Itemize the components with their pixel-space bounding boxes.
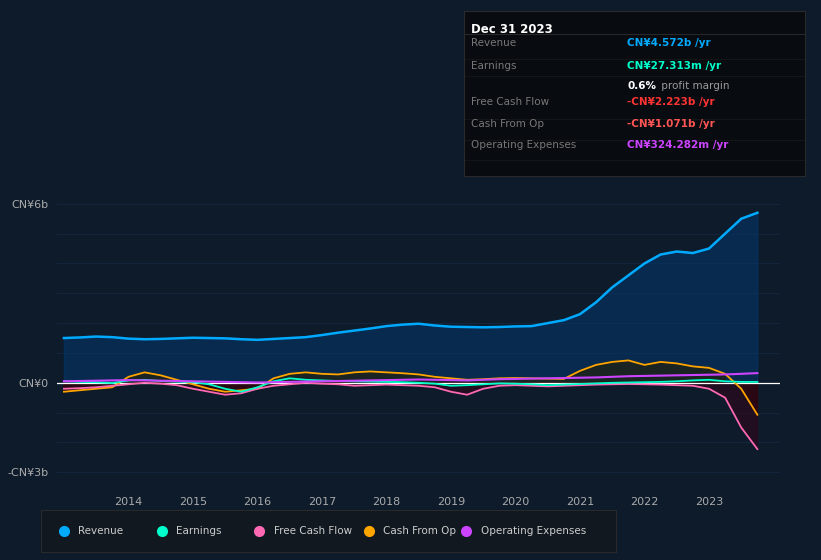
Text: -CN¥2.223b /yr: -CN¥2.223b /yr <box>627 97 715 107</box>
Text: profit margin: profit margin <box>658 81 730 91</box>
Text: Free Cash Flow: Free Cash Flow <box>470 97 548 107</box>
Text: Cash From Op: Cash From Op <box>383 526 456 535</box>
Text: Earnings: Earnings <box>470 61 516 71</box>
Text: Operating Expenses: Operating Expenses <box>470 140 576 150</box>
Text: CN¥27.313m /yr: CN¥27.313m /yr <box>627 61 722 71</box>
Text: CN¥324.282m /yr: CN¥324.282m /yr <box>627 140 729 150</box>
Text: Free Cash Flow: Free Cash Flow <box>274 526 352 535</box>
Text: Cash From Op: Cash From Op <box>470 119 544 129</box>
Text: Revenue: Revenue <box>470 38 516 48</box>
Text: 0.6%: 0.6% <box>627 81 657 91</box>
Text: Earnings: Earnings <box>177 526 222 535</box>
Text: Revenue: Revenue <box>79 526 123 535</box>
Text: Dec 31 2023: Dec 31 2023 <box>470 23 553 36</box>
Text: CN¥4.572b /yr: CN¥4.572b /yr <box>627 38 711 48</box>
Text: Operating Expenses: Operating Expenses <box>481 526 586 535</box>
Text: -CN¥1.071b /yr: -CN¥1.071b /yr <box>627 119 715 129</box>
